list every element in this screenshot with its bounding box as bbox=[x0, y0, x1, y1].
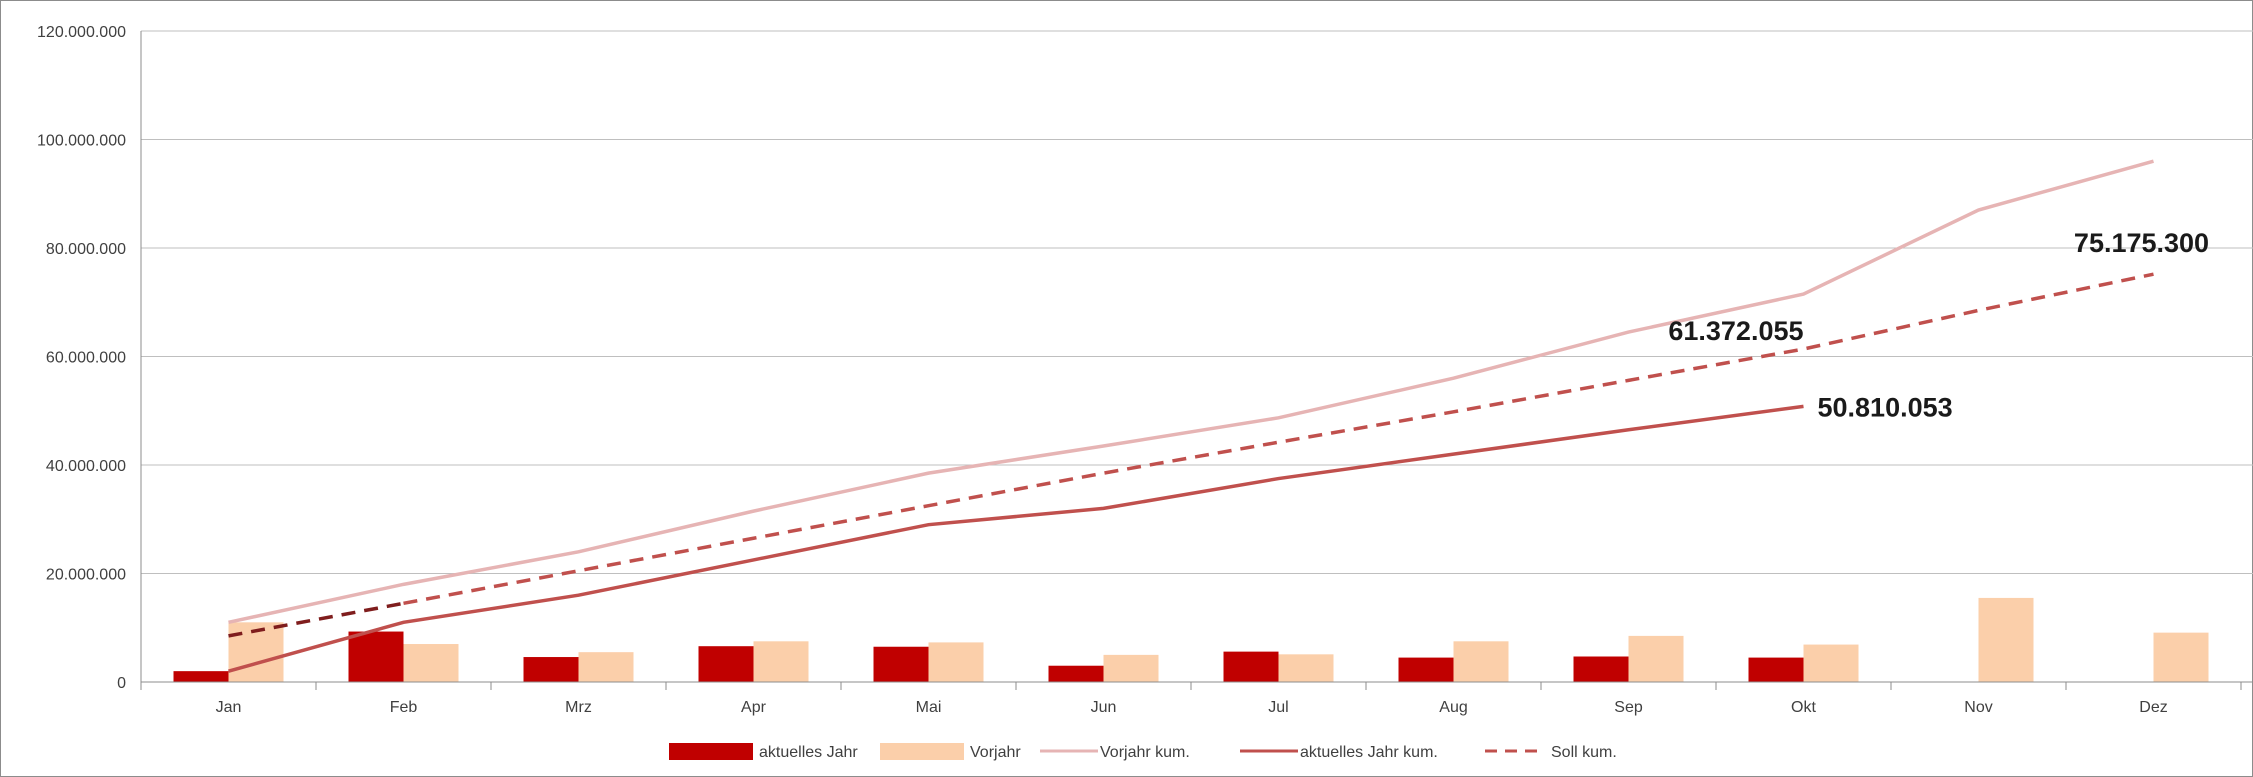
annotations: 75.175.300 61.372.055 50.810.053 bbox=[1668, 228, 2209, 422]
y-tick-label: 120.000.000 bbox=[37, 24, 126, 41]
bar-vorjahr bbox=[928, 642, 984, 682]
y-tick-label: 20.000.000 bbox=[46, 567, 126, 584]
x-tick-label: Dez bbox=[2139, 699, 2167, 716]
bar-vorjahr bbox=[1803, 644, 1859, 682]
bar-aktuelles-jahr bbox=[1573, 656, 1629, 682]
x-tick-label: Mrz bbox=[565, 699, 592, 716]
value-callout: 75.175.300 bbox=[2074, 228, 2209, 258]
legend-aktuelles-jahr-swatch bbox=[669, 743, 753, 760]
bar-vorjahr bbox=[1453, 641, 1509, 682]
legend-aktuelles-jahr-kum-label: aktuelles Jahr kum. bbox=[1300, 744, 1438, 761]
bar-aktuelles-jahr bbox=[1748, 657, 1804, 682]
y-tick-label: 80.000.000 bbox=[46, 241, 126, 258]
x-tick-label: Sep bbox=[1614, 699, 1643, 716]
y-tick-label: 40.000.000 bbox=[46, 458, 126, 475]
legend-aktuelles-jahr-label: aktuelles Jahr bbox=[759, 744, 858, 761]
gridlines bbox=[141, 30, 2253, 683]
bar-vorjahr bbox=[1628, 635, 1684, 682]
y-tick-label: 100.000.000 bbox=[37, 133, 126, 150]
y-tick-label: 0 bbox=[117, 675, 126, 692]
bar-aktuelles-jahr bbox=[698, 646, 754, 682]
bar-vorjahr bbox=[1978, 597, 2034, 682]
bar-aktuelles-jahr bbox=[1223, 651, 1279, 682]
bar-aktuelles-jahr bbox=[1048, 665, 1104, 682]
value-callout: 61.372.055 bbox=[1668, 316, 1803, 346]
line-soll-kum bbox=[403, 272, 2154, 606]
value-callout: 50.810.053 bbox=[1818, 392, 1953, 422]
x-tick-label: Jul bbox=[1268, 699, 1288, 716]
x-tick-label: Nov bbox=[1964, 699, 1992, 716]
line-aktuelles-jahr-kum bbox=[228, 404, 1804, 673]
bar-vorjahr bbox=[1103, 654, 1159, 682]
bar-vorjahr bbox=[1278, 654, 1334, 682]
line-soll-kum-first-segment bbox=[228, 601, 404, 638]
bar-vorjahr bbox=[578, 652, 634, 682]
y-tick-label: 60.000.000 bbox=[46, 350, 126, 367]
bar-aktuelles-jahr bbox=[523, 657, 579, 682]
line-vorjahr-kum bbox=[228, 159, 2154, 625]
x-tick-label: Okt bbox=[1791, 699, 1816, 716]
bar-vorjahr bbox=[403, 644, 459, 682]
x-tick-label: Jan bbox=[216, 699, 242, 716]
x-tick-label: Aug bbox=[1439, 699, 1467, 716]
x-tick-label: Apr bbox=[741, 699, 767, 716]
bar-aktuelles-jahr bbox=[873, 646, 929, 682]
legend-vorjahr-label: Vorjahr bbox=[970, 744, 1021, 761]
x-tick-label: Jun bbox=[1091, 699, 1117, 716]
bar-vorjahr bbox=[2153, 632, 2209, 682]
legend-soll-kum-label: Soll kum. bbox=[1551, 744, 1617, 761]
bar-aktuelles-jahr bbox=[348, 631, 404, 682]
legend-vorjahr-swatch bbox=[880, 743, 964, 760]
legend: aktuelles Jahr Vorjahr Vorjahr kum. aktuell… bbox=[669, 743, 1617, 761]
x-tick-label: Mai bbox=[916, 699, 942, 716]
x-tick-label: Feb bbox=[390, 699, 418, 716]
bars bbox=[173, 597, 2209, 682]
bar-vorjahr bbox=[753, 641, 809, 682]
legend-vorjahr-kum-label: Vorjahr kum. bbox=[1100, 744, 1190, 761]
y-axis: 0 20.000.000 40.000.000 60.000.000 80.000.00… bbox=[37, 24, 142, 692]
bar-aktuelles-jahr bbox=[1398, 657, 1454, 682]
series-lines bbox=[228, 159, 2154, 673]
x-axis: Jan Feb Mrz Apr Mai Jun Jul Aug Sep Okt Nov Dez bbox=[140, 681, 2253, 716]
bar-aktuelles-jahr bbox=[173, 671, 229, 682]
